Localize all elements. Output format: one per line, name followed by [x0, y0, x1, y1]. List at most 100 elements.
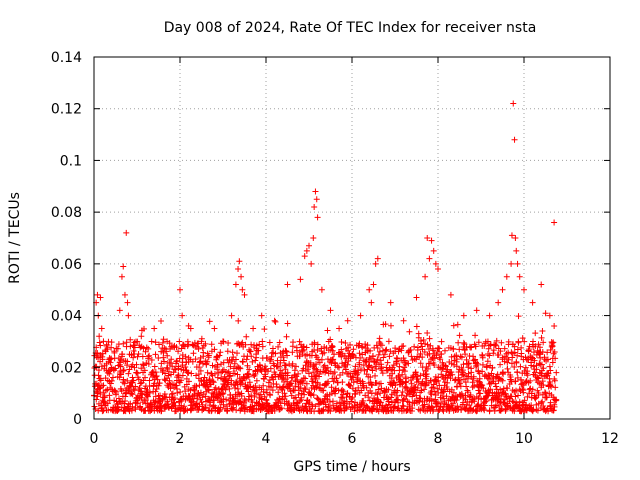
data-point	[96, 333, 103, 340]
data-point	[316, 373, 323, 380]
data-point	[374, 344, 381, 351]
x-tick-label: 12	[601, 431, 619, 447]
data-point	[314, 368, 321, 375]
data-point	[144, 392, 151, 399]
data-point	[373, 342, 380, 349]
data-point	[423, 373, 430, 380]
data-point	[173, 344, 180, 351]
data-point	[252, 383, 259, 390]
data-point	[548, 343, 555, 350]
data-point	[166, 377, 173, 384]
data-point	[157, 392, 164, 399]
data-point	[220, 401, 227, 408]
data-point	[198, 338, 205, 345]
data-point	[361, 367, 368, 374]
data-point	[208, 341, 215, 348]
data-point	[519, 386, 526, 393]
data-point	[492, 380, 499, 387]
data-point	[284, 369, 291, 376]
data-point	[225, 368, 232, 375]
data-point	[302, 386, 309, 393]
data-point	[368, 299, 375, 306]
data-point	[460, 339, 467, 346]
data-point	[245, 373, 252, 380]
data-point	[250, 325, 257, 332]
data-point	[405, 360, 412, 367]
data-point	[475, 401, 482, 408]
data-point	[146, 352, 153, 359]
data-point	[516, 398, 523, 405]
data-point	[359, 351, 366, 358]
data-point	[261, 366, 268, 372]
data-point	[106, 370, 113, 377]
data-point	[534, 407, 541, 414]
data-point	[272, 350, 279, 357]
data-point	[271, 407, 278, 414]
data-point	[438, 338, 445, 345]
data-point	[152, 339, 159, 346]
data-point	[345, 347, 352, 354]
data-point	[324, 327, 331, 334]
data-point	[421, 348, 428, 355]
data-point	[152, 351, 159, 358]
data-point	[177, 286, 183, 293]
data-point	[138, 388, 145, 395]
data-point	[499, 377, 506, 384]
data-point	[450, 389, 457, 396]
data-point	[141, 325, 148, 332]
data-point	[223, 396, 230, 403]
data-point	[337, 405, 344, 412]
data-point	[356, 350, 363, 357]
data-point	[198, 399, 205, 406]
data-point	[358, 387, 365, 394]
data-point	[224, 408, 231, 415]
data-point	[464, 389, 471, 396]
data-point	[537, 354, 544, 361]
data-point	[121, 400, 128, 407]
data-point	[515, 339, 522, 346]
data-point	[115, 406, 122, 413]
data-point	[137, 403, 144, 410]
data-point	[365, 363, 372, 370]
data-point	[120, 376, 127, 383]
data-point	[202, 404, 209, 411]
data-point	[284, 352, 291, 359]
data-point	[503, 273, 510, 280]
data-point	[155, 382, 162, 389]
data-point	[140, 345, 147, 352]
data-point	[390, 362, 397, 369]
data-point	[156, 341, 163, 348]
data-point	[344, 390, 351, 397]
data-point	[151, 363, 158, 370]
data-point	[154, 403, 161, 410]
data-point	[303, 247, 310, 254]
data-point	[314, 214, 321, 221]
data-point	[280, 357, 287, 364]
data-point	[266, 339, 273, 346]
data-point	[453, 356, 460, 363]
data-point	[511, 349, 518, 356]
data-point	[104, 400, 111, 407]
data-point	[191, 387, 198, 394]
data-point	[359, 344, 366, 351]
data-point	[321, 349, 328, 356]
data-point	[399, 371, 406, 378]
data-point	[408, 408, 415, 415]
data-point	[179, 312, 186, 319]
data-point	[524, 368, 531, 375]
data-point	[120, 366, 127, 373]
data-point	[509, 398, 516, 405]
data-point	[544, 356, 551, 363]
data-point	[146, 377, 153, 384]
data-point	[202, 340, 209, 347]
data-point	[200, 353, 207, 360]
data-point	[544, 349, 551, 356]
data-point	[382, 321, 389, 328]
data-point	[547, 399, 554, 406]
data-point	[95, 407, 102, 414]
data-point	[135, 376, 142, 383]
data-point	[114, 345, 121, 352]
data-point	[486, 407, 493, 414]
data-point	[375, 351, 382, 358]
data-point	[251, 393, 258, 400]
